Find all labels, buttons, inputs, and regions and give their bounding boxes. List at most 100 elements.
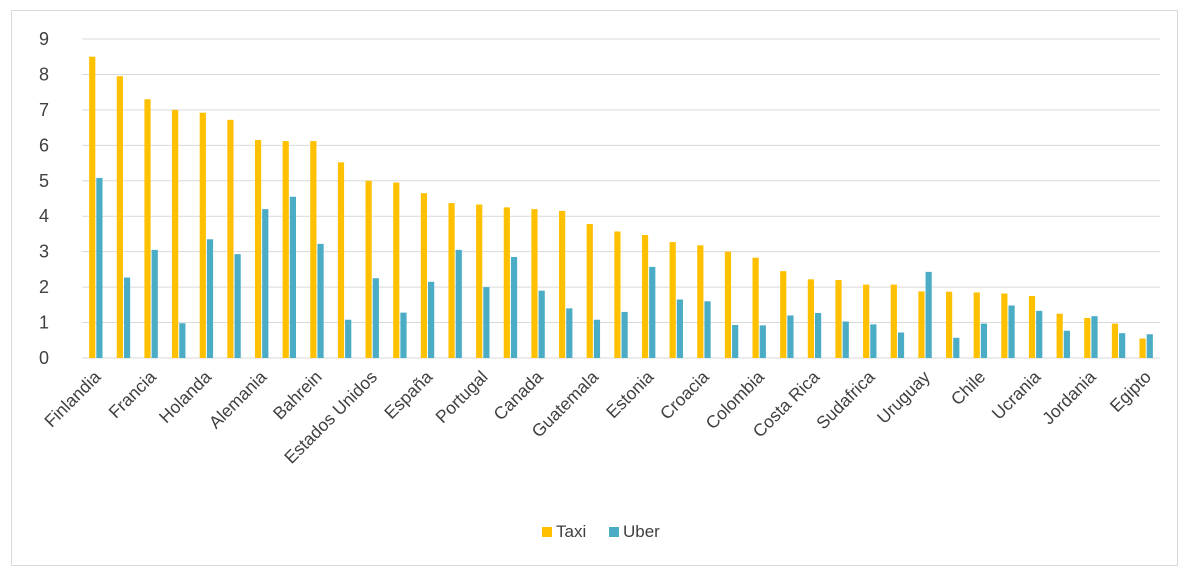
x-tick-label: Ucrania xyxy=(988,367,1045,424)
bar-taxi xyxy=(503,207,510,358)
bar-uber xyxy=(870,324,877,358)
x-tick-label: Finlandia xyxy=(40,367,105,432)
bar-taxi xyxy=(199,112,206,358)
bar-uber xyxy=(428,281,435,358)
bar-taxi xyxy=(863,284,870,358)
bar-uber xyxy=(566,308,573,358)
bar-uber xyxy=(1146,334,1153,358)
bar-uber xyxy=(814,312,822,358)
bar-uber xyxy=(842,321,849,358)
bar-uber xyxy=(206,239,214,358)
bar-uber xyxy=(317,243,324,358)
bar-uber xyxy=(123,277,131,358)
y-tick-label: 4 xyxy=(39,206,49,226)
x-tick-label: España xyxy=(380,367,436,423)
bar-taxi xyxy=(918,291,925,358)
bar-taxi xyxy=(890,284,897,358)
bar-taxi xyxy=(254,140,262,358)
x-tick-label: Uruguay xyxy=(873,367,934,428)
x-tick-label: Sudafrica xyxy=(812,367,879,434)
bar-taxi xyxy=(531,209,538,358)
x-tick-label: Egipto xyxy=(1106,367,1155,416)
bar-uber xyxy=(649,266,656,358)
bar-taxi xyxy=(614,231,621,358)
bar-uber xyxy=(262,209,269,358)
bar-uber xyxy=(925,271,932,358)
bar-uber xyxy=(1008,305,1015,358)
bar-uber xyxy=(345,319,352,358)
bar-uber xyxy=(787,315,794,358)
bar-taxi xyxy=(807,279,814,358)
y-tick-label: 5 xyxy=(39,171,49,191)
bar-taxi xyxy=(310,141,317,358)
bar-taxi xyxy=(945,291,953,358)
bar-taxi xyxy=(227,119,234,359)
bar-uber xyxy=(372,278,379,358)
bar-uber xyxy=(510,256,518,358)
bar-taxi xyxy=(89,56,96,358)
chart-area xyxy=(11,10,1178,566)
x-tick-label: Francia xyxy=(105,367,161,423)
bar-uber xyxy=(897,332,905,358)
x-tick-label: Chile xyxy=(947,367,989,409)
bar-taxi xyxy=(1084,317,1091,358)
bar-uber xyxy=(676,299,683,358)
bar-taxi xyxy=(420,193,428,358)
bar-taxi xyxy=(365,180,372,358)
bar-uber xyxy=(400,312,407,358)
bar-taxi xyxy=(116,76,123,358)
bar-uber xyxy=(621,311,628,358)
bar-uber xyxy=(593,319,601,358)
bar-taxi xyxy=(476,204,483,358)
bar-taxi xyxy=(973,292,980,358)
bar-uber xyxy=(980,323,988,358)
bar-uber xyxy=(151,249,158,358)
legend-label-taxi: Taxi xyxy=(556,522,586,541)
bar-taxi xyxy=(1111,323,1119,358)
bar-uber xyxy=(234,254,241,358)
y-tick-label: 2 xyxy=(39,277,49,297)
bar-taxi xyxy=(393,182,400,358)
legend-swatch-taxi xyxy=(542,527,552,537)
bar-taxi xyxy=(780,271,787,358)
bar-uber xyxy=(759,325,766,358)
bar-taxi xyxy=(144,99,151,358)
legend-swatch-uber xyxy=(609,527,619,537)
bar-taxi xyxy=(1139,338,1146,358)
bar-taxi xyxy=(1001,293,1008,358)
bar-uber xyxy=(289,196,297,358)
bar-taxi xyxy=(282,141,289,358)
bar-taxi xyxy=(448,203,455,358)
bar-taxi xyxy=(337,162,345,358)
y-tick-label: 3 xyxy=(39,242,49,262)
bar-uber xyxy=(1091,316,1098,358)
bar-uber xyxy=(179,323,186,358)
x-tick-label: Alemania xyxy=(205,367,271,433)
x-tick-label: Jordania xyxy=(1038,367,1100,429)
x-tick-label: Portugal xyxy=(431,367,491,427)
bar-uber xyxy=(1036,310,1043,358)
bar-taxi xyxy=(172,109,179,358)
bar-uber xyxy=(455,249,462,358)
y-tick-label: 8 xyxy=(39,64,49,84)
y-tick-label: 6 xyxy=(39,135,49,155)
y-tick-label: 7 xyxy=(39,100,49,120)
x-tick-label: Estonia xyxy=(602,367,658,423)
bar-taxi xyxy=(835,280,842,358)
y-tick-label: 9 xyxy=(39,29,49,49)
bar-taxi xyxy=(1056,313,1063,358)
bar-uber xyxy=(1119,333,1126,358)
bar-uber xyxy=(538,290,545,358)
bar-taxi xyxy=(724,251,732,358)
bar-uber xyxy=(483,287,490,358)
bar-uber xyxy=(732,325,739,358)
bar-taxi xyxy=(586,224,593,358)
bar-taxi xyxy=(752,257,759,358)
legend-label-uber: Uber xyxy=(623,522,660,541)
bar-taxi xyxy=(697,245,704,358)
bar-taxi xyxy=(669,242,676,358)
bar-taxi xyxy=(1028,295,1036,358)
bar-uber xyxy=(1063,330,1070,358)
y-tick-label: 1 xyxy=(39,313,49,333)
